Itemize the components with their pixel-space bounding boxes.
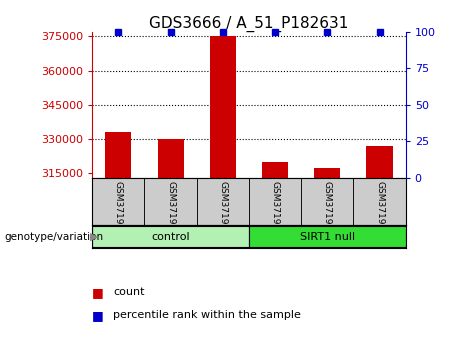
Text: SIRT1 null: SIRT1 null [300, 232, 355, 241]
Title: GDS3666 / A_51_P182631: GDS3666 / A_51_P182631 [149, 16, 349, 32]
Text: GSM371989: GSM371989 [166, 181, 175, 236]
Bar [366, 146, 393, 178]
Text: ■: ■ [92, 309, 104, 321]
Text: percentile rank within the sample: percentile rank within the sample [113, 310, 301, 320]
Bar [314, 169, 340, 178]
Text: GSM371991: GSM371991 [271, 181, 279, 236]
Text: GSM371988: GSM371988 [114, 181, 123, 236]
Bar [105, 132, 131, 178]
Bar [197, 178, 249, 225]
Bar [144, 178, 197, 225]
Text: genotype/variation: genotype/variation [5, 232, 104, 241]
Text: GSM371993: GSM371993 [375, 181, 384, 236]
Bar [354, 178, 406, 225]
Bar [249, 178, 301, 225]
Bar [210, 36, 236, 178]
Text: control: control [151, 232, 190, 241]
Bar [249, 226, 406, 247]
Bar [301, 178, 354, 225]
Bar [92, 178, 144, 225]
Bar [92, 226, 249, 247]
Bar [262, 162, 288, 178]
Text: GSM371990: GSM371990 [219, 181, 227, 236]
Bar [158, 139, 183, 178]
Text: GSM371992: GSM371992 [323, 181, 332, 236]
Text: count: count [113, 287, 144, 297]
Text: ■: ■ [92, 286, 104, 298]
Text: ▶: ▶ [90, 232, 98, 241]
